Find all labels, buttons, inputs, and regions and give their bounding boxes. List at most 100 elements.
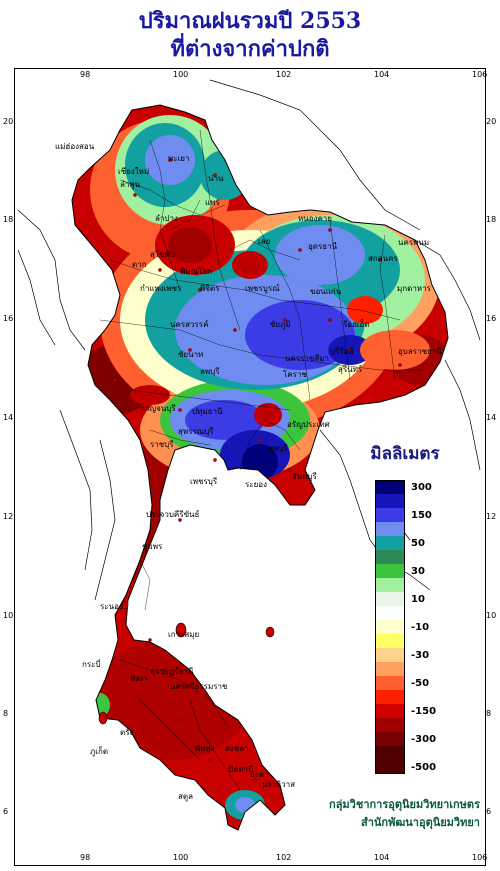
- legend-swatch: [375, 732, 405, 746]
- place-label: ระยอง: [245, 480, 267, 489]
- place-label: ตาก: [132, 260, 147, 269]
- lon-tick-label: 98: [80, 70, 91, 79]
- legend-swatch: [375, 690, 405, 704]
- legend-label: -150: [411, 706, 437, 717]
- legend-label: -300: [411, 734, 437, 745]
- place-label: แพร่: [205, 198, 220, 207]
- place-label: น่าน: [208, 174, 224, 183]
- lat-tick-label: 12: [486, 512, 497, 521]
- province-borders: [99, 129, 420, 791]
- lat-tick-label: 20: [3, 117, 14, 126]
- legend-title: มิลลิเมตร: [370, 444, 440, 464]
- lat-tick-label: 8: [3, 709, 9, 718]
- place-label: สตูล: [178, 792, 193, 801]
- lon-tick-label: 104: [374, 70, 390, 79]
- place-label: พิจิตร: [200, 284, 220, 293]
- place-label: อรัญประเทศ: [287, 420, 330, 429]
- lat-tick-label: 6: [486, 807, 492, 816]
- place-label: เพชรบูรณ์: [245, 284, 280, 293]
- legend-label: -30: [411, 650, 430, 661]
- place-label: พังงา: [130, 674, 148, 683]
- legend-label: 50: [411, 538, 425, 549]
- legend-label: -500: [411, 762, 437, 773]
- place-label: เชียงใหม่: [118, 167, 150, 176]
- place-label: สุรินทร์: [338, 365, 363, 374]
- place-label: บุรีรัมย์: [330, 347, 354, 356]
- place-label: พัทลุง: [195, 744, 215, 753]
- lat-tick-label: 12: [3, 512, 14, 521]
- legend-swatch: [375, 522, 405, 536]
- legend-swatch: [375, 620, 405, 634]
- lat-tick-label: 6: [3, 807, 9, 816]
- place-label: นครสวรรค์: [170, 320, 209, 329]
- lat-tick-label: 16: [3, 314, 14, 323]
- lat-tick-label: 18: [486, 215, 497, 224]
- legend-swatch: [375, 550, 405, 564]
- legend-label: 300: [411, 482, 432, 493]
- lon-tick-label: 98: [80, 853, 91, 862]
- islands: [98, 600, 275, 725]
- place-label: ระนอง: [100, 602, 123, 611]
- place-label: อุดรธานี: [308, 242, 338, 251]
- lon-tick-label: 100: [173, 70, 189, 79]
- map-subtitle: ที่ต่างจากค่าปกติ: [170, 36, 330, 62]
- place-label: สุโขทัย: [150, 250, 175, 259]
- lat-tick-label: 14: [3, 413, 14, 422]
- place-label: อุบลราชธานี: [398, 347, 442, 356]
- place-label: ร้อยเอ็ด: [343, 320, 370, 329]
- lat-tick-label: 10: [3, 611, 14, 620]
- place-label: ราชบุรี: [150, 440, 174, 449]
- place-label: สุพรรณบุรี: [178, 427, 214, 436]
- legend-swatch: [375, 676, 405, 690]
- lat-tick-label: 14: [486, 413, 497, 422]
- place-label: แม่ฮ่องสอน: [55, 142, 95, 151]
- legend-swatch: [375, 718, 405, 732]
- legend-swatch: [375, 578, 405, 592]
- place-label: ลำพูน: [120, 180, 141, 189]
- map-title: ปริมาณฝนรวมปี 2553: [138, 8, 362, 34]
- place-label: ชัยนาท: [178, 350, 204, 359]
- lon-tick-label: 102: [276, 853, 292, 862]
- place-label: ปัตตานี: [228, 765, 254, 774]
- place-label: สุราษฎร์ธานี: [150, 667, 194, 676]
- lon-tick-label: 102: [276, 70, 292, 79]
- place-label: นครพนม: [398, 238, 430, 247]
- legend-swatch: [375, 592, 405, 606]
- legend-swatch: [375, 634, 405, 648]
- thailand-outline: [71, 104, 449, 831]
- place-label: เลย: [258, 237, 271, 246]
- lat-tick-label: 20: [486, 117, 497, 126]
- place-label: ชลบุรี: [268, 444, 288, 453]
- place-label: ปทุมธานี: [192, 407, 223, 416]
- legend-swatch: [375, 704, 405, 718]
- credit-line2: สำนักพัฒนาอุตุนิยมวิทยา: [361, 816, 480, 829]
- lat-tick-label: 18: [3, 215, 14, 224]
- station-dots: [113, 158, 402, 782]
- legend-swatch: [375, 746, 405, 760]
- place-label: ประจวบคีรีขันธ์: [146, 510, 200, 519]
- place-label: ตรัง: [120, 728, 134, 737]
- place-label: โคราช: [283, 370, 307, 379]
- legend-label: 150: [411, 510, 432, 521]
- legend-swatch: [375, 536, 405, 550]
- place-label: นครราชสีมา: [285, 354, 329, 363]
- lon-tick-label: 100: [173, 853, 189, 862]
- place-label: พิษณุโลก: [180, 267, 213, 276]
- place-label: นราธิวาส: [262, 780, 296, 789]
- legend-swatch: [375, 508, 405, 522]
- place-label: เพชรบุรี: [190, 477, 218, 486]
- legend-swatch: [375, 494, 405, 508]
- legend-swatch: [375, 564, 405, 578]
- place-label: นครศรีธรรมราช: [170, 682, 228, 691]
- place-label: หนองคาย: [298, 214, 332, 223]
- place-label: ภูเก็ต: [90, 747, 109, 756]
- lon-tick-label: 106: [472, 853, 488, 862]
- place-label: เกาะสมุย: [168, 630, 200, 639]
- place-label: สกลนคร: [368, 254, 398, 263]
- legend-swatch: [375, 606, 405, 620]
- legend-label: 30: [411, 566, 425, 577]
- legend-swatch: [375, 480, 405, 494]
- place-label: ชัยภูมิ: [270, 320, 291, 329]
- place-label: ลำปาง: [155, 214, 178, 223]
